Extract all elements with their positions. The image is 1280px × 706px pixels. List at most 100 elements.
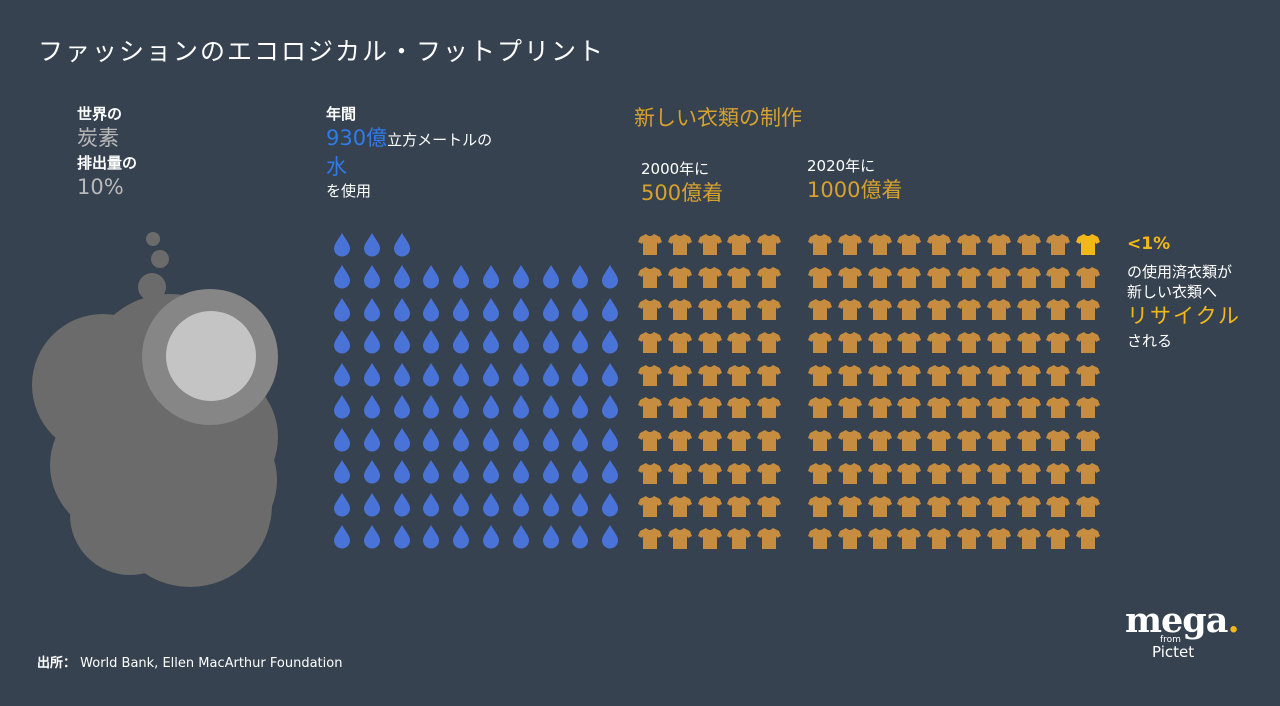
tshirt-icon [756,525,782,551]
tshirt-icon [1045,329,1071,355]
tshirt-icon [1016,493,1042,519]
water-drop-icon [389,231,415,257]
water-drop-icon [538,263,564,289]
tshirt-icon [726,362,752,388]
water-line4: を使用 [326,181,372,200]
tshirt-icon [986,264,1012,290]
tshirt-icon [807,231,833,257]
water-drop-icon [329,361,355,387]
water-drop-icon [418,263,444,289]
tshirt-icon [807,460,833,486]
tshirt-icon [1075,460,1101,486]
recycle-line1: の使用済衣類が [1127,262,1233,281]
water-drop-icon [597,328,623,354]
tshirt-icon [1016,296,1042,322]
tshirt-icon [667,493,693,519]
tshirt-icon [1045,427,1071,453]
tshirt-icon [1075,362,1101,388]
tshirt-icon [756,427,782,453]
tshirt-icon [956,296,982,322]
recycle-line4: される [1127,331,1173,350]
water-drop-icon [478,458,504,484]
water-drop-icon [597,361,623,387]
water-drop-icon [597,523,623,549]
tshirt-icon [697,394,723,420]
clothes-2000-label: 2000年に [641,160,710,178]
tshirt-icon [867,493,893,519]
tshirt-icon [867,329,893,355]
tshirt-icon [807,493,833,519]
tshirt-icon [1045,231,1071,257]
water-drop-icon [448,263,474,289]
recycle-percentage: <1% [1127,234,1171,254]
clothes-2020-label: 2020年に [807,157,876,175]
carbon-line1: 世界の [77,105,123,123]
carbon-line3: 排出量の [77,153,138,172]
tshirt-icon [896,264,922,290]
tshirt-icon [697,525,723,551]
tshirt-icon [756,394,782,420]
source-text: World Bank, Ellen MacArthur Foundation [76,656,343,671]
water-drop-icon [478,523,504,549]
tshirt-icon [986,525,1012,551]
tshirt-icon [986,296,1012,322]
recycle-line2: 新しい衣類へ [1127,283,1218,302]
tshirt-icon [726,231,752,257]
tshirt-icon [926,427,952,453]
tshirt-icon [956,493,982,519]
tshirt-icon [1075,493,1101,519]
tshirt-icon [637,493,663,519]
water-drop-icon [597,393,623,419]
tshirt-icon [637,394,663,420]
tshirt-icon [667,362,693,388]
tshirt-icon [956,525,982,551]
tshirt-icon [926,264,952,290]
tshirt-icon [837,362,863,388]
tshirt-icon [926,329,952,355]
recycle-stat: <1% の使用済衣類が 新しい衣類へ リサイクル される [1127,233,1241,351]
water-amount: 930億 [326,126,388,151]
water-drop-icon [478,361,504,387]
tshirt-icon [807,525,833,551]
water-drop-icon [359,458,385,484]
water-drop-icon [478,328,504,354]
water-drop-icon [508,491,534,517]
water-line1: 年間 [326,105,357,123]
tshirt-icon [896,493,922,519]
water-drop-grid [329,263,627,556]
tshirt-icon [867,231,893,257]
water-drop-icon [478,393,504,419]
tshirt-icon [667,264,693,290]
tshirt-icon [956,264,982,290]
tshirt-icon [896,427,922,453]
tshirt-icon [926,493,952,519]
water-drop-icon [448,523,474,549]
water-drop-icon [329,491,355,517]
tshirt-icon [896,231,922,257]
tshirt-icon [837,525,863,551]
water-drop-icon [329,523,355,549]
water-drop-icon [389,296,415,322]
clothes-2000-value: 500億着 [641,180,724,205]
water-drop-icon [538,296,564,322]
tshirt-icon [1075,394,1101,420]
water-drop-icon [478,296,504,322]
tshirt-icon [637,460,663,486]
tshirt-icon [726,493,752,519]
water-drop-icon [538,361,564,387]
tshirt-icon [807,427,833,453]
logo-from: from [1160,635,1181,645]
tshirt-icon [726,394,752,420]
tshirt-icon [896,329,922,355]
tshirt-icon [986,231,1012,257]
tshirt-icon [896,525,922,551]
water-drop-icon [448,328,474,354]
page-title: ファッションのエコロジカル・フットプリント [38,37,606,66]
tshirt-icon [986,460,1012,486]
water-drop-icon [538,328,564,354]
water-drop-icon [478,263,504,289]
tshirt-icon [756,362,782,388]
tshirt-icon [667,329,693,355]
tshirt-icon [837,427,863,453]
tshirt-icon [1016,460,1042,486]
